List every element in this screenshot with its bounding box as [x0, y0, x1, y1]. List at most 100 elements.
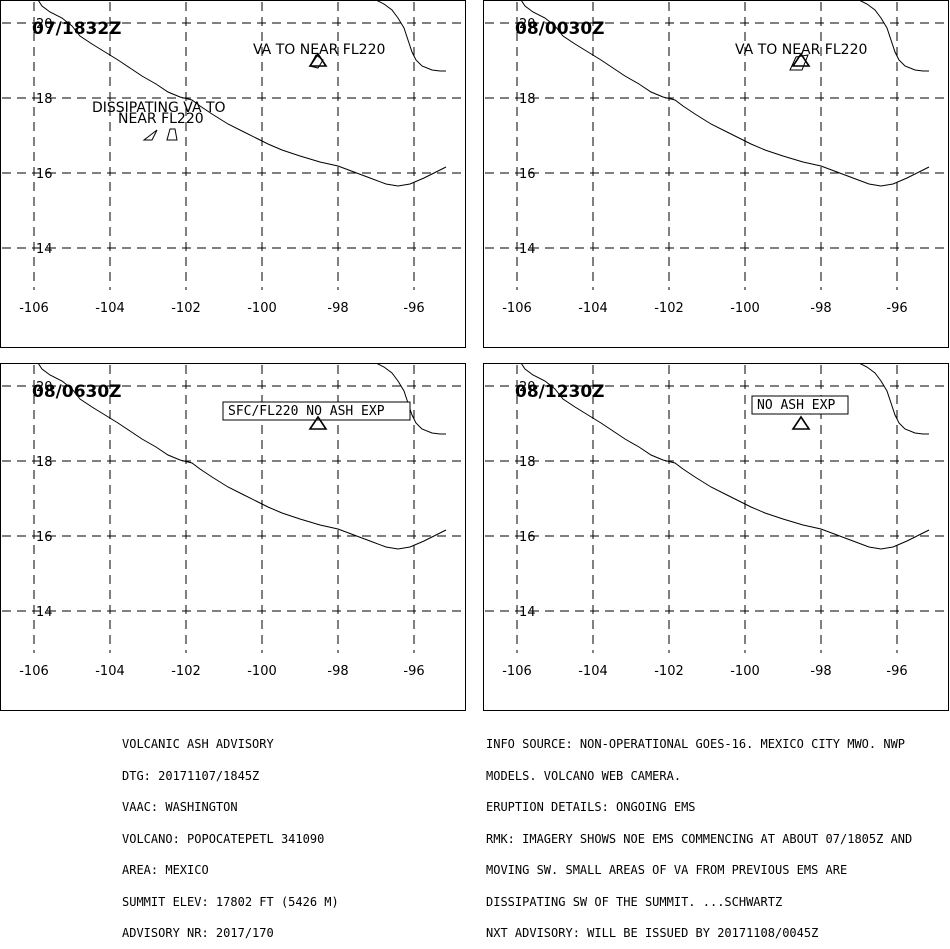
latitude-tick-label: 16 — [36, 167, 53, 182]
map-panel-3: -106 -104 -102 -100 -98 -96 14 16 18 20 08/0630Z… — [0, 363, 467, 712]
advisory-line: SUMMIT ELEV: 17802 FT (5426 M) — [122, 894, 339, 909]
panel-time: 08/0030Z — [515, 19, 605, 39]
ash-annotation: VA TO NEAR FL220 — [735, 42, 867, 58]
panel-frame — [483, 0, 949, 348]
advisory-line: RMK: IMAGERY SHOWS NOE EMS COMMENCING AT… — [486, 831, 913, 846]
longitude-tick-label: -98 — [327, 301, 348, 316]
advisory-right-block: INFO SOURCE: NON-OPERATIONAL GOES-16. ME… — [486, 718, 912, 949]
advisory-line: MODELS. VOLCANO WEB CAMERA. — [486, 768, 682, 783]
longitude-labels: -106 -104 -102 -100 -98 -96 — [19, 664, 424, 679]
longitude-tick-label: -104 — [95, 301, 125, 316]
latitude-tick-label: 14 — [519, 605, 536, 620]
longitude-labels: -106 -104 -102 -100 -98 -96 — [19, 301, 424, 316]
panel-time: 08/1230Z — [515, 382, 605, 402]
latitude-labels: 14 16 18 20 — [519, 380, 536, 620]
latitude-tick-label: 20 — [36, 17, 53, 32]
volcano-icon — [791, 415, 811, 430]
map-panel-2-svg: -106 -104 -102 -100 -98 -96 14 16 18 20 08/0030Z… — [483, 0, 949, 348]
longitude-tick-label: -102 — [171, 301, 201, 316]
latitude-tick-label: 18 — [36, 455, 53, 470]
graticule — [485, 2, 947, 290]
panel-frame — [0, 363, 466, 711]
graticule — [2, 365, 464, 653]
longitude-labels: -106 -104 -102 -100 -98 -96 — [502, 664, 907, 679]
latitude-tick-label: 20 — [519, 380, 536, 395]
advisory-line: MOVING SW. SMALL AREAS OF VA FROM PREVIO… — [486, 863, 848, 877]
latitude-tick-label: 18 — [519, 455, 536, 470]
latitude-tick-label: 20 — [36, 380, 53, 395]
longitude-tick-label: -106 — [19, 301, 49, 316]
map-panel-3-svg: -106 -104 -102 -100 -98 -96 14 16 18 20 08/0630Z… — [0, 363, 466, 711]
ash-area-polygon — [142, 129, 158, 141]
latitude-tick-label: 14 — [36, 605, 53, 620]
map-panel-2: -106 -104 -102 -100 -98 -96 14 16 18 20 08/0030Z… — [483, 0, 950, 349]
volcano-icon — [308, 415, 328, 430]
forecast-label: NO ASH EXP — [757, 398, 835, 413]
longitude-tick-label: -100 — [730, 664, 760, 679]
map-panel-4-svg: -106 -104 -102 -100 -98 -96 14 16 18 20 08/1230Z… — [483, 363, 949, 711]
map-panel-1-svg: -106 -104 -102 -100 -98 -96 14 16 18 20 07/1832Z… — [0, 0, 466, 348]
latitude-tick-label: 14 — [519, 242, 536, 257]
longitude-tick-label: -104 — [578, 664, 608, 679]
forecast-label: SFC/FL220 NO ASH EXP — [228, 404, 385, 419]
ash-annotation: DISSIPATING VA TO — [92, 100, 226, 116]
advisory-line: ERUPTION DETAILS: ONGOING EMS — [486, 800, 696, 814]
map-panel-1: -106 -104 -102 -100 -98 -96 14 16 18 20 07/1832Z… — [0, 0, 467, 349]
panel-time: 08/0630Z — [32, 382, 122, 402]
longitude-tick-label: -96 — [403, 301, 424, 316]
longitude-tick-label: -100 — [247, 664, 277, 679]
coastline — [37, 0, 447, 187]
longitude-tick-label: -98 — [327, 664, 348, 679]
panel-time: 07/1832Z — [32, 19, 122, 39]
latitude-labels: 14 16 18 20 — [36, 380, 53, 620]
ash-annotation: VA TO NEAR FL220 — [253, 42, 385, 58]
ash-annotation: NEAR FL220 — [118, 111, 204, 127]
longitude-tick-label: -100 — [247, 301, 277, 316]
longitude-tick-label: -96 — [886, 301, 907, 316]
forecast-label-box — [751, 395, 849, 415]
advisory-line: VAAC: WASHINGTON — [122, 800, 238, 814]
longitude-tick-label: -102 — [654, 301, 684, 316]
coastline — [520, 363, 930, 550]
ash-area-polygon — [789, 54, 809, 71]
longitude-tick-label: -98 — [810, 664, 831, 679]
advisory-line: VOLCANO: POPOCATEPETL 341090 — [122, 831, 325, 846]
latitude-tick-label: 16 — [519, 530, 536, 545]
latitude-tick-label: 16 — [519, 167, 536, 182]
advisory-line: DISSIPATING SW OF THE SUMMIT. ...SCHWART… — [486, 894, 783, 909]
longitude-tick-label: -98 — [810, 301, 831, 316]
longitude-tick-label: -104 — [578, 301, 608, 316]
graticule — [485, 365, 947, 653]
graticule — [2, 2, 464, 290]
ash-area-polygon — [166, 128, 178, 141]
latitude-tick-label: 20 — [519, 17, 536, 32]
longitude-tick-label: -96 — [403, 664, 424, 679]
latitude-tick-label: 18 — [519, 92, 536, 107]
longitude-tick-label: -102 — [171, 664, 201, 679]
panel-frame — [0, 0, 466, 348]
longitude-tick-label: -106 — [502, 301, 532, 316]
advisory-left-block: VOLCANIC ASH ADVISORY DTG: 20171107/1845… — [122, 718, 339, 949]
latitude-tick-label: 16 — [36, 530, 53, 545]
map-panel-4: -106 -104 -102 -100 -98 -96 14 16 18 20 08/1230Z… — [483, 363, 950, 712]
volcano-icon — [308, 52, 328, 67]
longitude-tick-label: -106 — [19, 664, 49, 679]
latitude-labels: 14 16 18 20 — [519, 17, 536, 257]
longitude-tick-label: -104 — [95, 664, 125, 679]
advisory-line: NXT ADVISORY: WILL BE ISSUED BY 20171108… — [486, 926, 819, 940]
advisory-line: ADVISORY NR: 2017/170 — [122, 926, 274, 940]
volcano-icon — [791, 52, 811, 67]
latitude-labels: 14 16 18 20 — [36, 17, 53, 257]
longitude-tick-label: -106 — [502, 664, 532, 679]
panel-frame — [483, 363, 949, 711]
advisory-line: INFO SOURCE: NON-OPERATIONAL GOES-16. ME… — [486, 737, 906, 751]
advisory-line: AREA: MEXICO — [122, 863, 209, 877]
latitude-tick-label: 18 — [36, 92, 53, 107]
longitude-tick-label: -96 — [886, 664, 907, 679]
advisory-line: VOLCANIC ASH ADVISORY — [122, 737, 274, 751]
latitude-tick-label: 14 — [36, 242, 53, 257]
advisory-line: DTG: 20171107/1845Z — [122, 768, 260, 783]
longitude-labels: -106 -104 -102 -100 -98 -96 — [502, 301, 907, 316]
coastline — [520, 0, 930, 187]
longitude-tick-label: -102 — [654, 664, 684, 679]
